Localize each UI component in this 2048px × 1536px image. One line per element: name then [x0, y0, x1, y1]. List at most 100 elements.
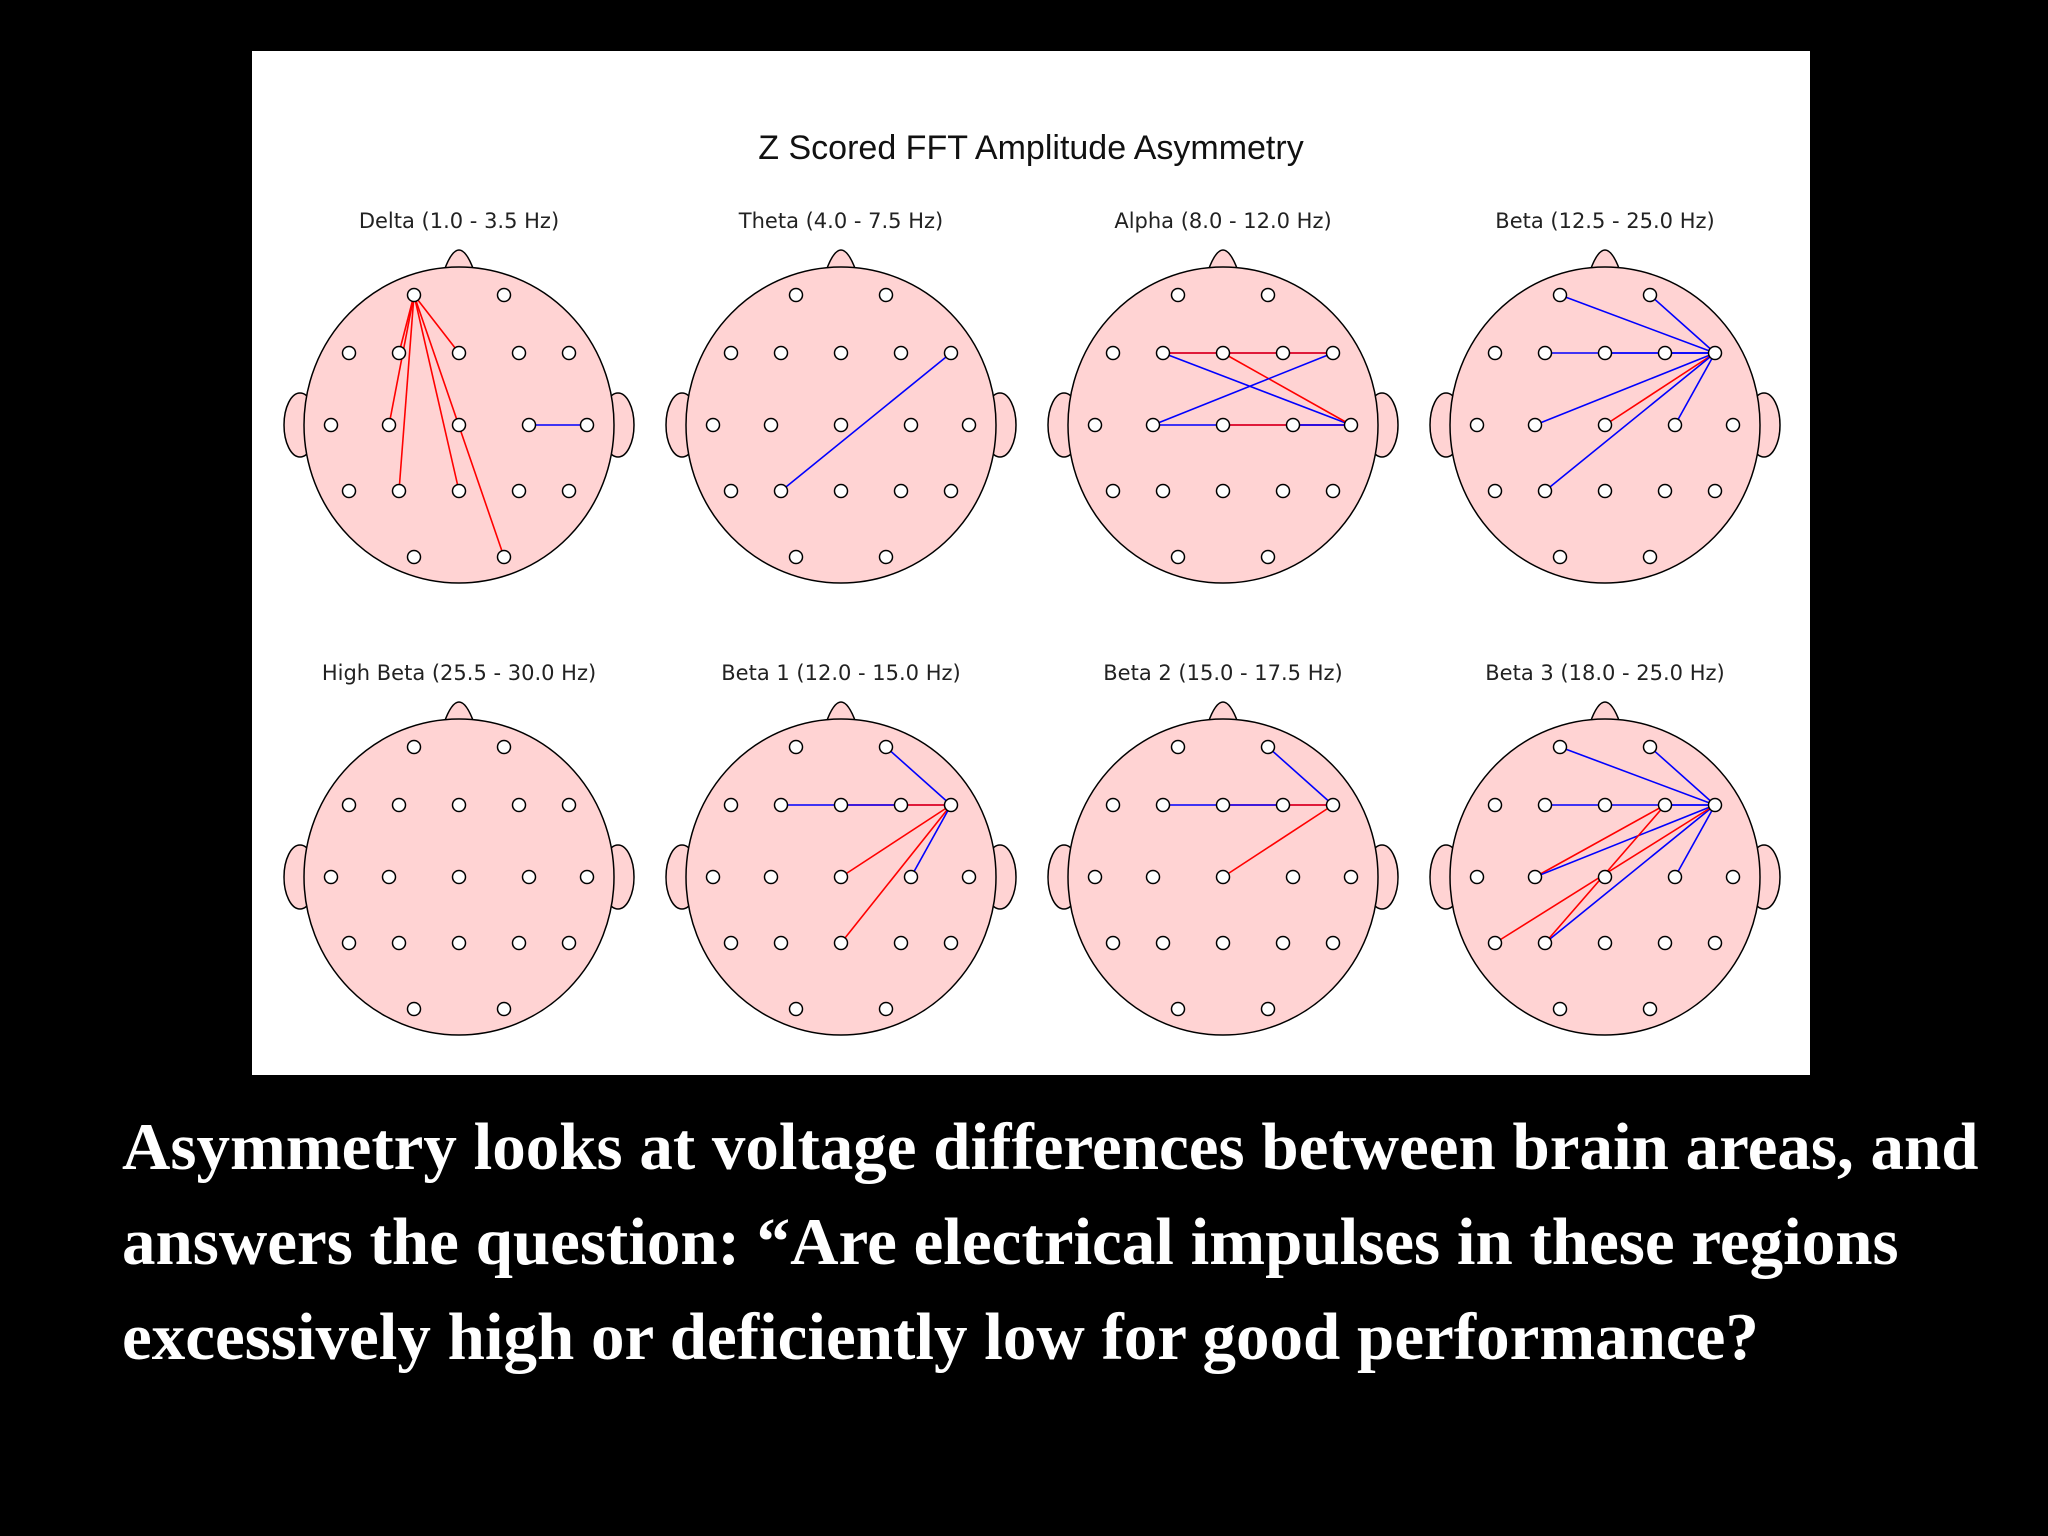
asymmetry-connection: [1152, 352, 1334, 426]
electrode-marker: [878, 549, 894, 565]
electrode-marker: [521, 869, 537, 885]
electrode-marker: [773, 345, 789, 361]
electrode-marker: [451, 345, 467, 361]
electrode-marker: [391, 935, 407, 951]
electrode-marker: [1285, 417, 1301, 433]
electrode-marker: [1155, 345, 1171, 361]
electrode-marker: [833, 797, 849, 813]
electrode-marker: [391, 797, 407, 813]
electrode-marker: [451, 417, 467, 433]
asymmetry-connection: [1267, 746, 1334, 806]
electrode-marker: [521, 417, 537, 433]
band-label: Delta (1.0 - 3.5 Hz): [359, 209, 559, 233]
electrode-marker: [773, 797, 789, 813]
electrode-marker: [961, 869, 977, 885]
band-label: High Beta (25.5 - 30.0 Hz): [322, 661, 596, 685]
electrode-marker: [1215, 483, 1231, 499]
electrode-marker: [788, 1001, 804, 1017]
electrode-marker: [1343, 869, 1359, 885]
electrode-marker: [1215, 417, 1231, 433]
electrode-marker: [1105, 935, 1121, 951]
electrode-marker: [1087, 417, 1103, 433]
electrode-marker: [1215, 345, 1231, 361]
asymmetry-connection: [388, 294, 415, 426]
electrode-marker: [1657, 797, 1673, 813]
band-label: Beta 1 (12.0 - 15.0 Hz): [721, 661, 960, 685]
electrode-marker: [1145, 417, 1161, 433]
asymmetry-connection: [1534, 804, 1716, 878]
electrode-marker: [1105, 345, 1121, 361]
electrode-marker: [878, 739, 894, 755]
electrode-marker: [833, 869, 849, 885]
asymmetry-connection: [1674, 352, 1716, 426]
asymmetry-connection: [1544, 804, 1716, 944]
electrode-marker: [723, 345, 739, 361]
head-map: Theta (4.0 - 7.5 Hz): [665, 209, 1017, 584]
electrode-marker: [1707, 935, 1723, 951]
electrode-marker: [561, 797, 577, 813]
head-map: Alpha (8.0 - 12.0 Hz): [1047, 209, 1399, 584]
electrode-marker: [943, 345, 959, 361]
head-map: Beta 2 (15.0 - 17.5 Hz): [1047, 661, 1399, 1036]
electrode-marker: [893, 797, 909, 813]
asymmetry-connection: [398, 294, 415, 492]
electrode-marker: [451, 869, 467, 885]
electrode-marker: [893, 935, 909, 951]
electrode-marker: [1552, 549, 1568, 565]
electrode-marker: [1657, 345, 1673, 361]
electrode-marker: [1285, 869, 1301, 885]
caption-text: Asymmetry looks at voltage differences b…: [122, 1110, 1979, 1374]
electrode-marker: [511, 483, 527, 499]
electrode-marker: [833, 417, 849, 433]
electrode-marker: [705, 417, 721, 433]
electrode-marker: [1597, 417, 1613, 433]
electrode-marker: [1667, 869, 1683, 885]
electrode-marker: [1597, 483, 1613, 499]
head-map: Beta (12.5 - 25.0 Hz): [1429, 209, 1781, 584]
electrode-marker: [1552, 287, 1568, 303]
asymmetry-connection: [910, 804, 952, 878]
head-maps: Delta (1.0 - 3.5 Hz) Theta (4.0 - 7.5 Hz)…: [283, 209, 1781, 1036]
electrode-marker: [1667, 417, 1683, 433]
asymmetry-connection: [1162, 352, 1352, 426]
electrode-marker: [893, 345, 909, 361]
electrode-marker: [1487, 483, 1503, 499]
electrode-marker: [1155, 483, 1171, 499]
electrode-marker: [406, 739, 422, 755]
electrode-marker: [773, 483, 789, 499]
electrode-marker: [1260, 287, 1276, 303]
electrode-marker: [511, 345, 527, 361]
electrode-marker: [1597, 797, 1613, 813]
electrode-marker: [391, 483, 407, 499]
electrode-marker: [833, 483, 849, 499]
asymmetry-figure: Z Scored FFT Amplitude Asymmetry Delta (…: [283, 129, 1781, 1036]
electrode-marker: [1537, 935, 1553, 951]
asymmetry-connection: [413, 294, 460, 492]
electrode-marker: [723, 797, 739, 813]
electrode-marker: [1469, 869, 1485, 885]
electrode-marker: [1087, 869, 1103, 885]
asymmetry-connection: [840, 804, 952, 878]
electrode-marker: [903, 417, 919, 433]
band-label: Alpha (8.0 - 12.0 Hz): [1114, 209, 1331, 233]
band-label: Beta (12.5 - 25.0 Hz): [1495, 209, 1714, 233]
electrode-marker: [943, 935, 959, 951]
electrode-marker: [1642, 549, 1658, 565]
electrode-marker: [1487, 935, 1503, 951]
electrode-marker: [1642, 739, 1658, 755]
electrode-marker: [341, 345, 357, 361]
electrode-marker: [1552, 739, 1568, 755]
electrode-marker: [496, 287, 512, 303]
electrode-marker: [1170, 1001, 1186, 1017]
electrode-marker: [1260, 739, 1276, 755]
asymmetry-connection: [1534, 352, 1716, 426]
electrode-marker: [451, 797, 467, 813]
electrode-marker: [788, 739, 804, 755]
electrode-marker: [1275, 797, 1291, 813]
electrode-marker: [1275, 935, 1291, 951]
electrode-marker: [561, 345, 577, 361]
electrode-marker: [1597, 935, 1613, 951]
figure-panel: Z Scored FFT Amplitude Asymmetry Delta (…: [252, 51, 1810, 1075]
electrode-marker: [1725, 869, 1741, 885]
electrode-marker: [1105, 483, 1121, 499]
